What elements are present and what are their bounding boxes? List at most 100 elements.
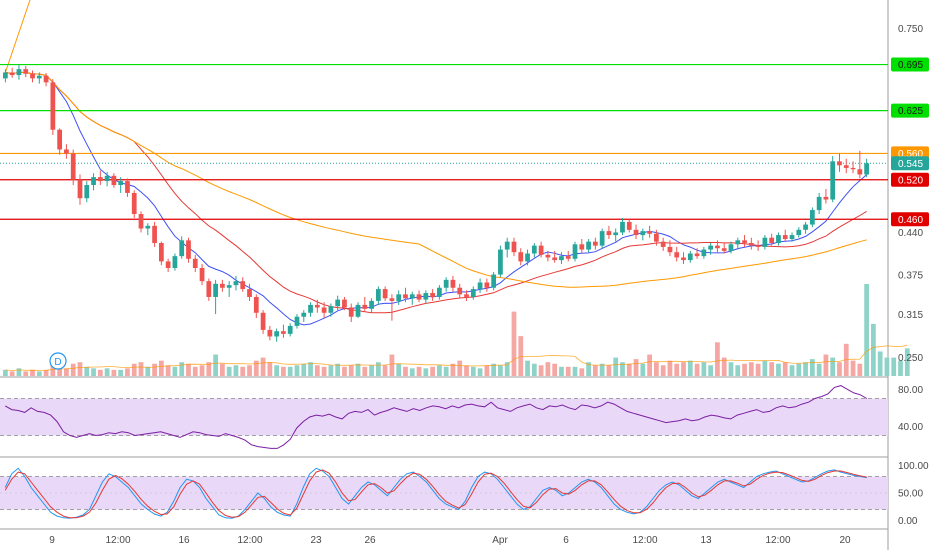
time-axis-label: 12:00 [105, 535, 130, 546]
volume-bar [9, 371, 15, 376]
volume-bar [247, 365, 252, 376]
volume-bar [308, 362, 313, 376]
candlesticks[interactable] [3, 64, 869, 342]
volume-bar [111, 369, 117, 376]
volume-bar [525, 360, 530, 376]
stochastic-axis-tick: 100.00 [898, 461, 929, 472]
candle-body [335, 299, 341, 307]
volume-bar [301, 363, 307, 376]
time-axis-label: 26 [364, 535, 376, 546]
volume-bar [97, 369, 103, 376]
candle-body [403, 294, 408, 299]
price-tag [891, 212, 929, 227]
price-tag [891, 172, 929, 187]
candle-body [64, 149, 69, 154]
time-axis-label: 12:00 [632, 535, 657, 546]
candle-body [470, 289, 476, 297]
volume-bar [850, 360, 856, 376]
candle-body [77, 179, 83, 199]
candle-body [565, 256, 571, 259]
volume-bar [484, 365, 490, 376]
volume-bar [403, 366, 408, 376]
time-axis-label: 6 [563, 535, 569, 546]
price-tag [891, 57, 929, 72]
price-tag-label: 0.545 [898, 159, 923, 170]
candle-body [240, 281, 246, 290]
candle-body [369, 300, 374, 309]
candle-body [131, 192, 137, 215]
volume-bar [172, 366, 178, 376]
time-axis-label: 20 [839, 535, 851, 546]
candle-body [701, 249, 707, 257]
volume-bar [30, 369, 35, 376]
candle-body [484, 282, 490, 288]
candle-body [84, 185, 90, 199]
volume-bar [579, 368, 585, 376]
volume-bar [260, 357, 266, 376]
volume-bar [776, 363, 781, 376]
volume-bar [837, 362, 842, 376]
volume-bar [674, 363, 680, 376]
volume-bar [803, 362, 808, 376]
candle-body [158, 242, 164, 262]
volume-bar [681, 362, 686, 376]
candle-body [328, 306, 334, 313]
candle-body [396, 294, 402, 301]
candle-body [125, 181, 130, 193]
candle-body [362, 304, 368, 309]
stochastic-line-d [4, 469, 867, 519]
volume-bar [755, 363, 761, 376]
volume-bar [816, 363, 822, 376]
time-axis-label: 12:00 [237, 535, 262, 546]
candle-body [375, 289, 381, 301]
candle-body [389, 298, 395, 301]
rsi-axis-tick: 40.00 [898, 422, 923, 433]
candle-body [287, 325, 293, 334]
annotation-marker-circle[interactable] [49, 352, 67, 370]
volume-bar [430, 366, 435, 376]
volume-bar [789, 365, 795, 376]
candle-body [192, 258, 198, 268]
volume-bar [748, 362, 754, 376]
rsi-panel [0, 385, 888, 449]
volume-bar [423, 368, 429, 376]
volume-bar [667, 360, 673, 376]
candle-body [314, 304, 320, 308]
volume-bar [145, 366, 151, 376]
candle-body [57, 129, 63, 150]
volume-bar [192, 366, 198, 376]
volume-bar [552, 363, 558, 376]
candle-body [220, 283, 225, 288]
volume-bar [409, 368, 415, 376]
candle-body [545, 254, 551, 258]
candle-body [498, 249, 503, 275]
candle-body [660, 241, 666, 247]
candle-body [491, 274, 497, 288]
candle-body [823, 196, 829, 200]
volume-bar [830, 357, 836, 376]
candle-body [260, 312, 266, 330]
annotation-marker-label: D [54, 357, 61, 368]
volume-bar [91, 368, 96, 376]
price-axis-tick: 0.375 [898, 271, 923, 282]
volume-bar [877, 351, 883, 376]
volume-bar [728, 362, 734, 376]
candle-body [348, 307, 354, 317]
volume-bar [613, 357, 619, 376]
candle-body [423, 293, 429, 300]
candle-body [477, 282, 483, 290]
candle-body [213, 283, 218, 297]
time-axis-label: 9 [49, 535, 55, 546]
candle-body [681, 257, 686, 261]
volume-bar [769, 362, 775, 376]
annotation-marker[interactable]: D [49, 352, 67, 370]
candle-body [16, 69, 22, 76]
volume-bar [186, 363, 191, 376]
candle-body [857, 169, 863, 175]
rsi-line [4, 385, 868, 449]
candle-body [457, 287, 463, 295]
candle-body [267, 329, 273, 337]
volume-bar [328, 365, 334, 376]
stochastic-panel [0, 467, 888, 519]
volume-bar [3, 369, 8, 376]
